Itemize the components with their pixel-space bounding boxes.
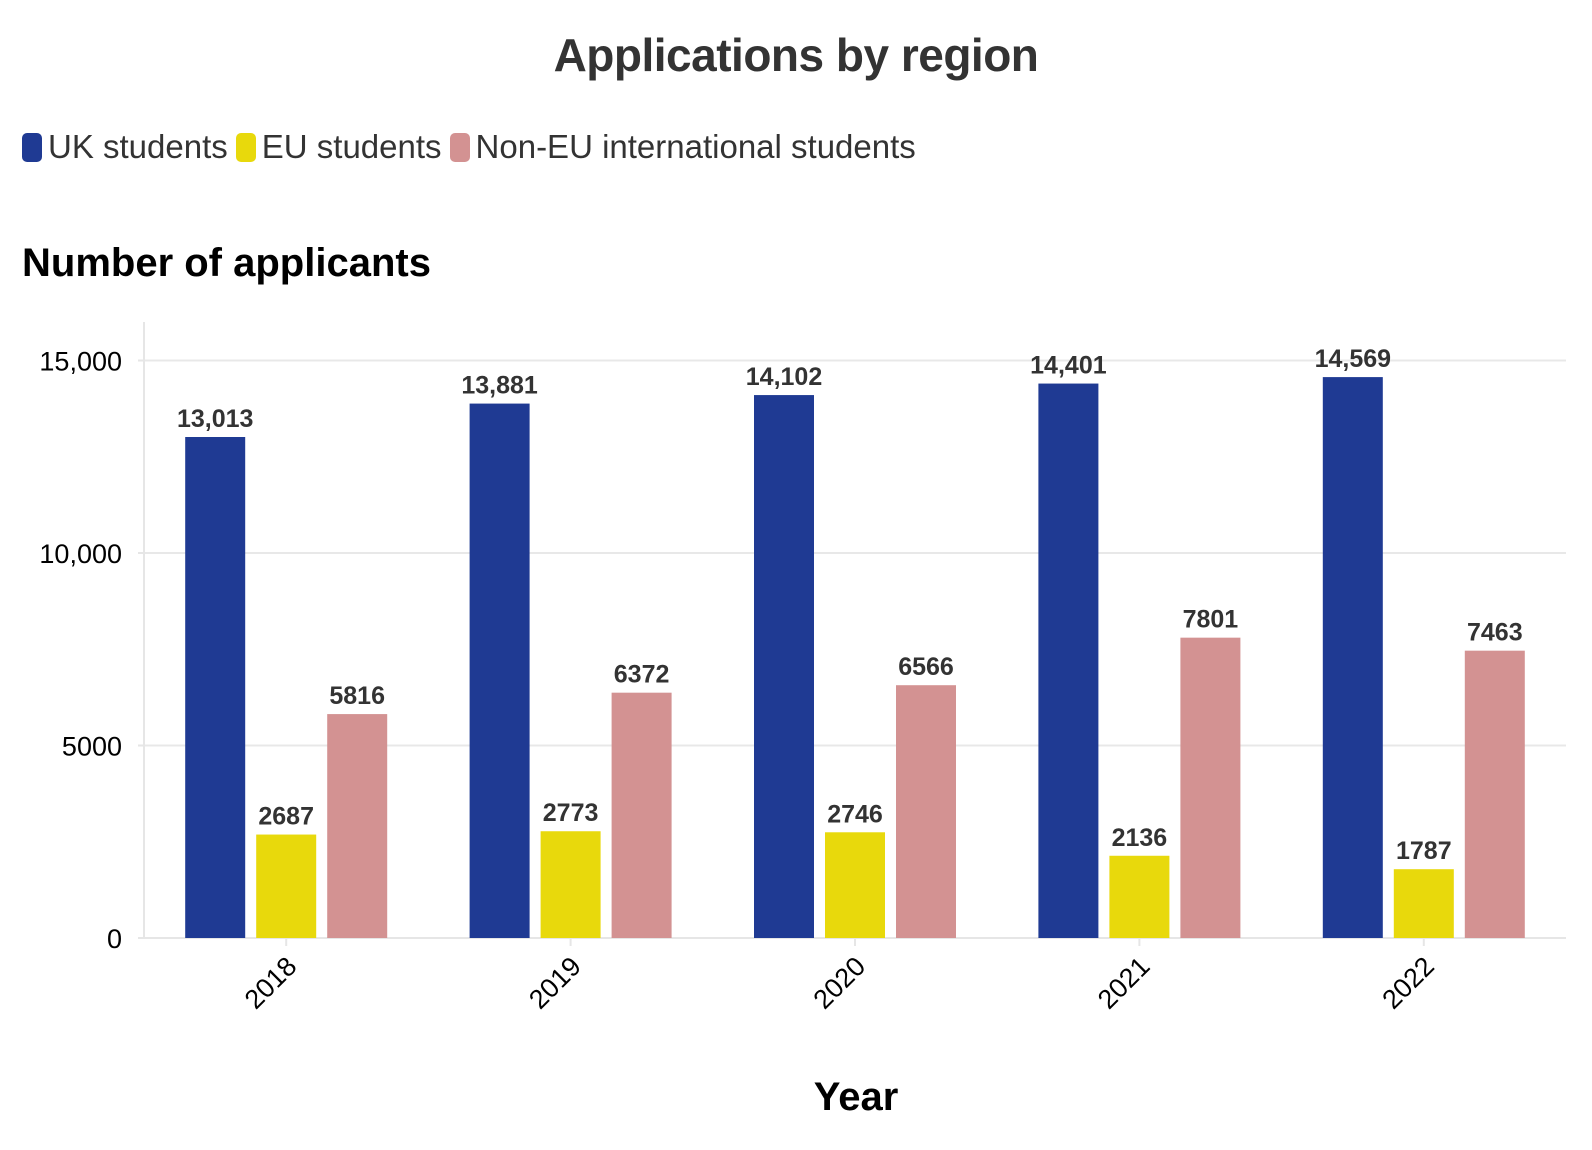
y-tick-label: 5000 — [62, 732, 122, 762]
data-label: 7463 — [1467, 619, 1523, 647]
x-tick-label: 2022 — [1376, 951, 1440, 1015]
chart-title: Applications by region — [553, 29, 1039, 81]
data-label: 2687 — [258, 803, 314, 831]
legend-label-uk: UK students — [48, 128, 228, 165]
data-label: 6566 — [898, 653, 954, 681]
x-tick-label: 2020 — [808, 951, 872, 1015]
bars — [185, 377, 1525, 938]
data-label: 2136 — [1112, 824, 1168, 852]
y-tick-label: 0 — [107, 924, 122, 954]
legend-swatch-uk — [22, 132, 42, 162]
bar-uk-students-2020[interactable] — [754, 395, 814, 938]
bar-non-eu-international-students-2021[interactable] — [1180, 637, 1241, 938]
legend-item-non-eu[interactable]: Non-EU international students — [449, 128, 916, 166]
data-label: 7801 — [1183, 606, 1239, 634]
legend-label-non-eu: Non-EU international students — [475, 128, 916, 165]
bar-uk-students-2022[interactable] — [1322, 377, 1383, 938]
bar-eu-students-2018[interactable] — [256, 834, 317, 938]
data-label: 2773 — [543, 799, 599, 827]
data-label: 5816 — [329, 682, 385, 710]
legend-item-eu[interactable]: EU students — [235, 128, 442, 166]
x-tick-label: 2018 — [239, 951, 303, 1015]
bar-uk-students-2021[interactable] — [1038, 383, 1099, 938]
data-label: 14,569 — [1315, 345, 1391, 373]
x-axis-title: Year — [814, 1075, 899, 1119]
legend-swatch-non-eu — [449, 132, 470, 162]
data-label: 1787 — [1396, 837, 1452, 865]
bar-eu-students-2021[interactable] — [1109, 855, 1170, 938]
y-axis-title: Number of applicants — [22, 241, 431, 285]
x-tick-label: 2019 — [523, 951, 587, 1015]
legend-item-uk[interactable]: UK students — [22, 128, 228, 166]
bar-eu-students-2022[interactable] — [1393, 869, 1454, 938]
data-label: 2746 — [827, 800, 883, 828]
data-label: 14,102 — [746, 363, 822, 391]
bar-eu-students-2019[interactable] — [540, 831, 601, 938]
bar-uk-students-2018[interactable] — [185, 436, 246, 938]
bar-non-eu-international-students-2022[interactable] — [1464, 650, 1525, 938]
x-tick-label: 2021 — [1092, 951, 1156, 1015]
bar-uk-students-2019[interactable] — [469, 403, 530, 938]
data-label: 6372 — [614, 661, 670, 689]
data-labels: 13,013 2687 5816 13,881 2773 6372 14,102 2746 65… — [177, 345, 1523, 865]
bar-non-eu-international-students-2019[interactable] — [611, 692, 672, 938]
data-label: 13,881 — [461, 372, 538, 400]
bar-non-eu-international-students-2018[interactable] — [327, 714, 388, 938]
bar-non-eu-international-students-2020[interactable] — [896, 685, 956, 938]
legend-swatch-eu — [235, 132, 256, 162]
legend: UK students EU students Non-EU internati… — [22, 128, 924, 166]
bar-eu-students-2020[interactable] — [825, 832, 885, 938]
y-tick-label: 15,000 — [39, 347, 122, 377]
data-label: 13,013 — [177, 405, 253, 433]
legend-label-eu: EU students — [261, 128, 442, 165]
y-tick-label: 10,000 — [39, 539, 122, 569]
data-label: 14,401 — [1030, 352, 1107, 380]
